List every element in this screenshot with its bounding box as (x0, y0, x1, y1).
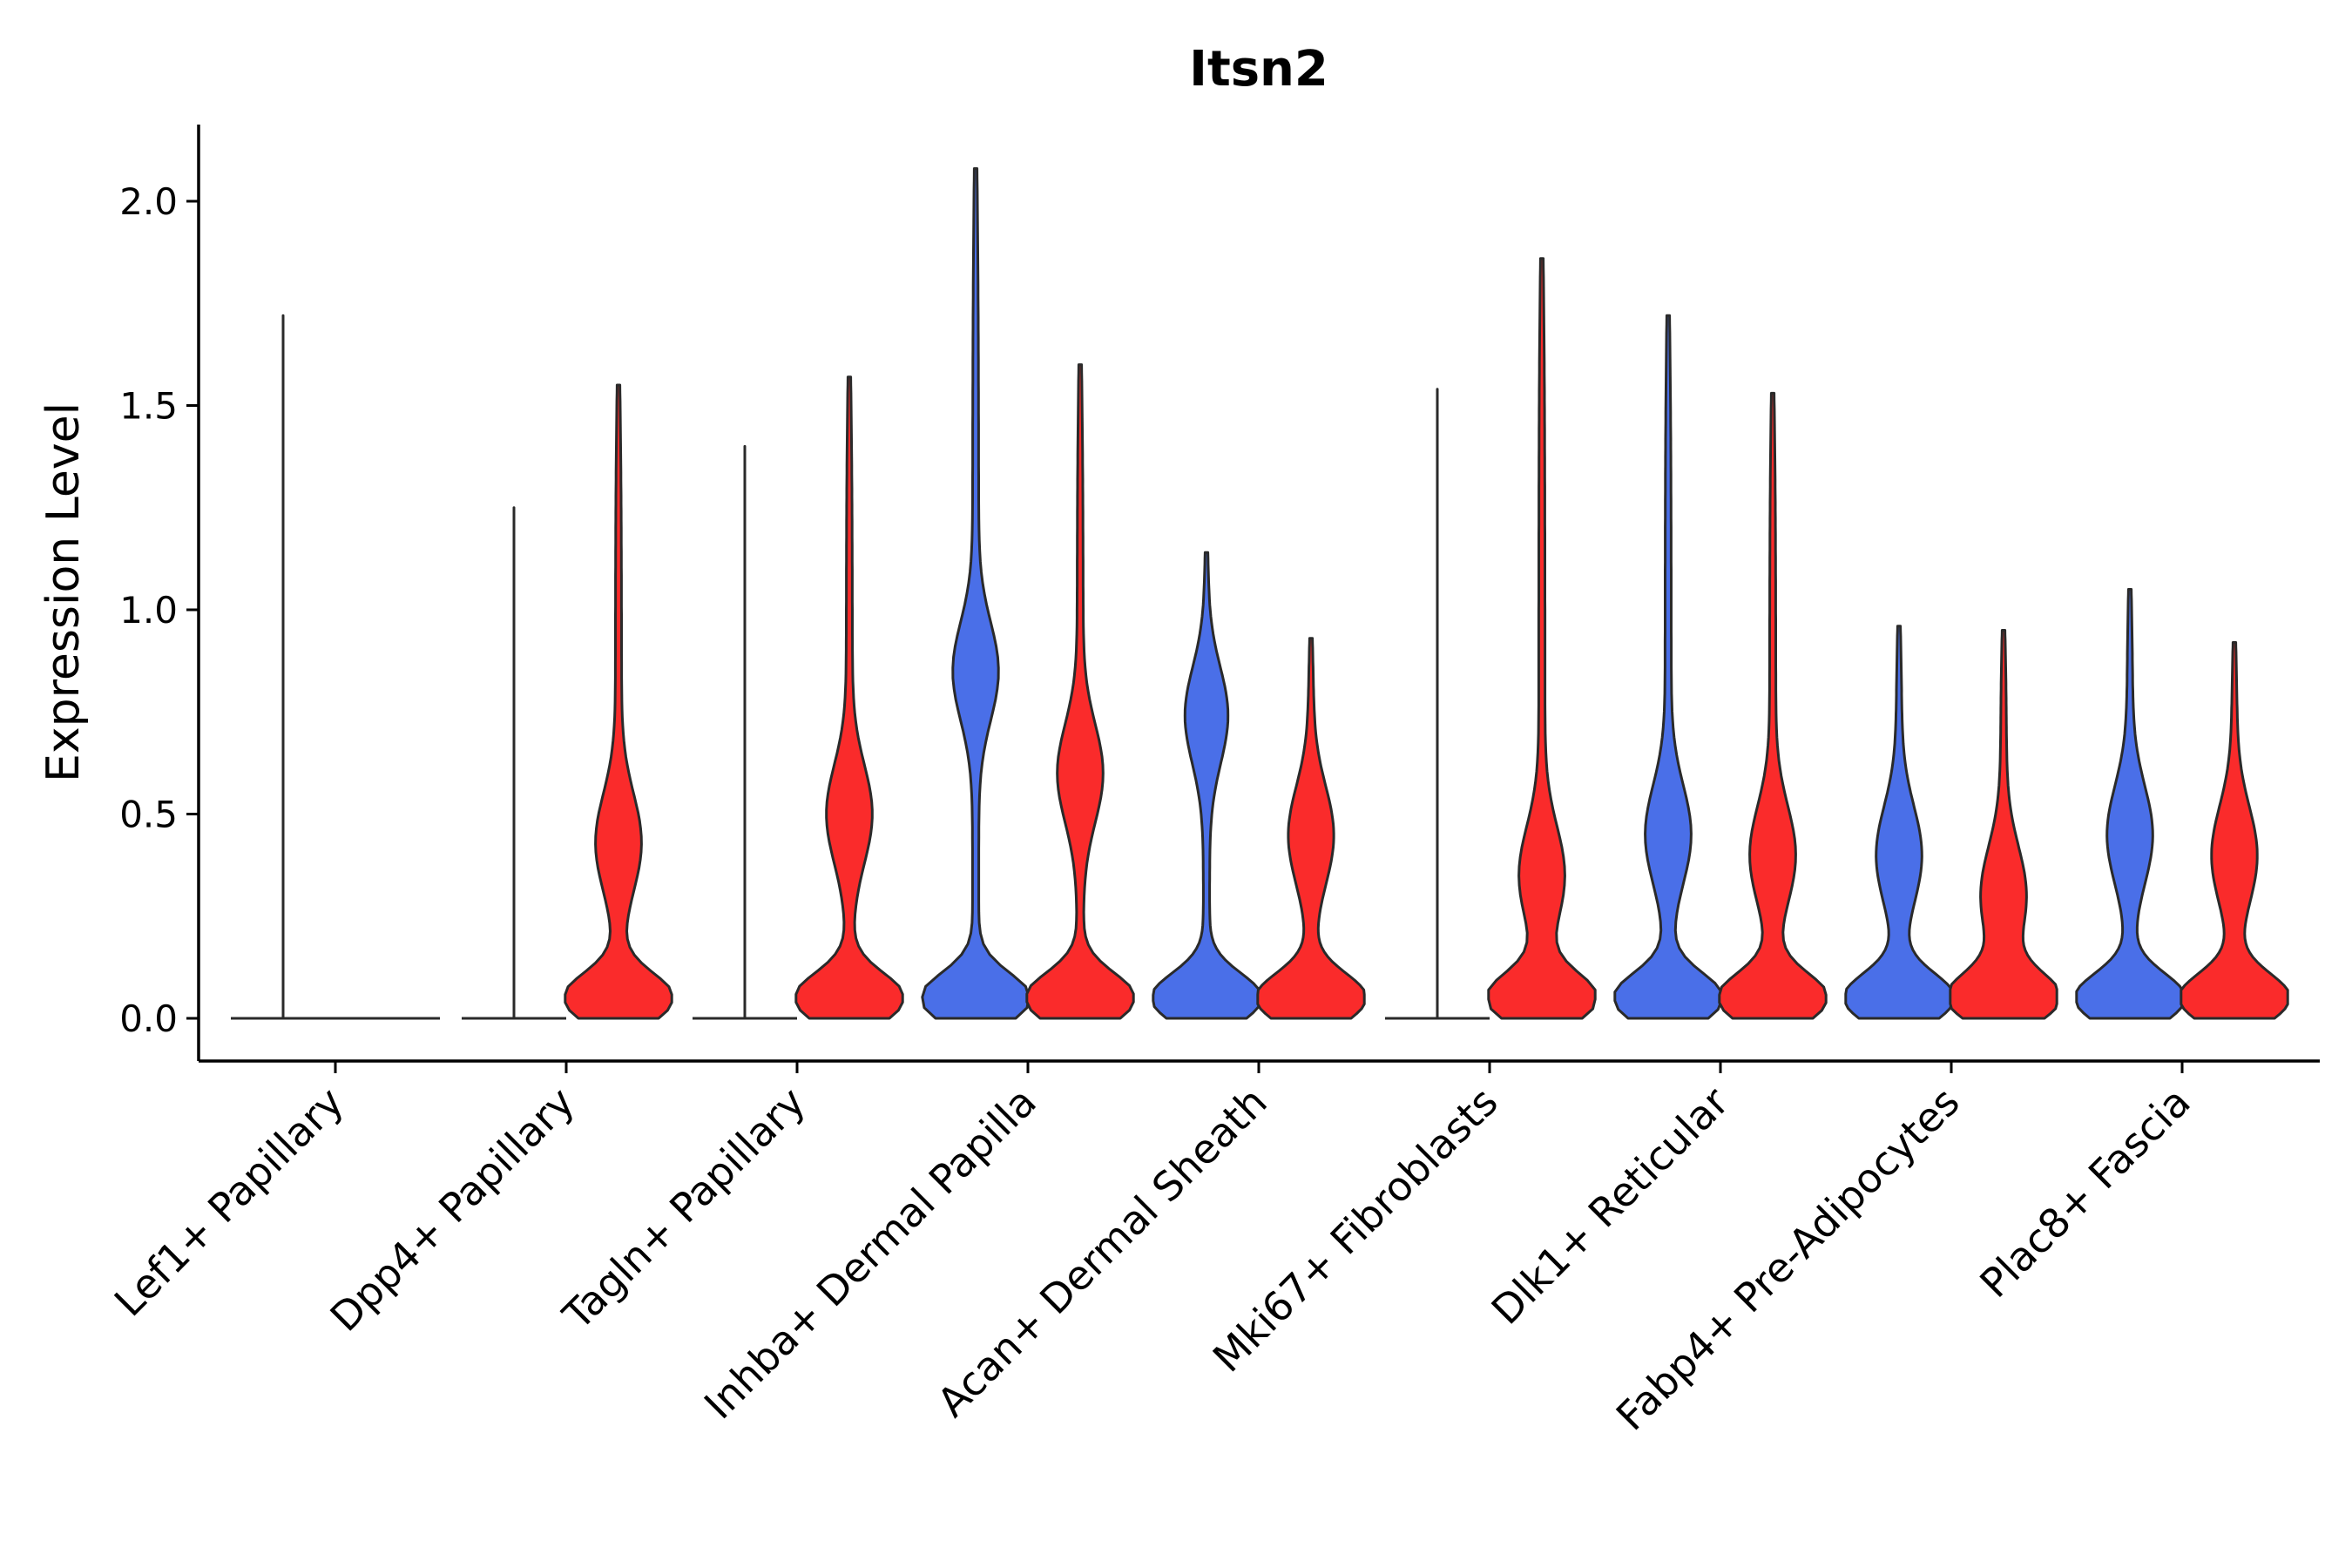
y-tick-label: 2.0 (119, 180, 178, 223)
y-tick-label: 0.0 (119, 997, 178, 1040)
violin-condition_1-8 (2075, 588, 2185, 1020)
y-tick-label: 1.0 (119, 589, 178, 632)
x-tick-label: Dlk1+ Reticular (1483, 1078, 1738, 1334)
y-tick-label: 1.5 (119, 385, 178, 428)
violin-layer (231, 167, 2289, 1020)
y-axis-label: Expression Level (37, 402, 90, 782)
violin-condition_2-5 (1487, 257, 1597, 1020)
violin-condition_2-7 (1949, 629, 2058, 1020)
violin-condition_2-8 (2180, 641, 2289, 1020)
x-tick-label: Tagln+ Papillary (553, 1078, 814, 1340)
violin-condition_2-2 (794, 375, 904, 1020)
violin-condition_2-4 (1256, 637, 1366, 1020)
y-tick-label: 0.5 (119, 794, 178, 836)
violin-condition_2-1 (564, 383, 673, 1020)
chart-title: Itsn2 (1189, 41, 1328, 98)
violin-condition_2-6 (1718, 391, 1828, 1020)
x-tick-label: Lef1+ Papillary (105, 1078, 353, 1326)
x-tick-label: Plac8+ Fascia (1970, 1078, 2199, 1307)
violin-condition_1-7 (1844, 625, 1954, 1020)
x-tick-label: Dpp4+ Papillary (321, 1078, 584, 1341)
y-ticks: 0.0 0.5 1.0 1.5 2.0 (119, 180, 199, 1040)
violin-condition_1-6 (1613, 314, 1723, 1020)
violin-condition_1-3 (921, 167, 1031, 1020)
violin-condition_1-4 (1152, 551, 1261, 1020)
violin-condition_2-3 (1025, 363, 1135, 1020)
